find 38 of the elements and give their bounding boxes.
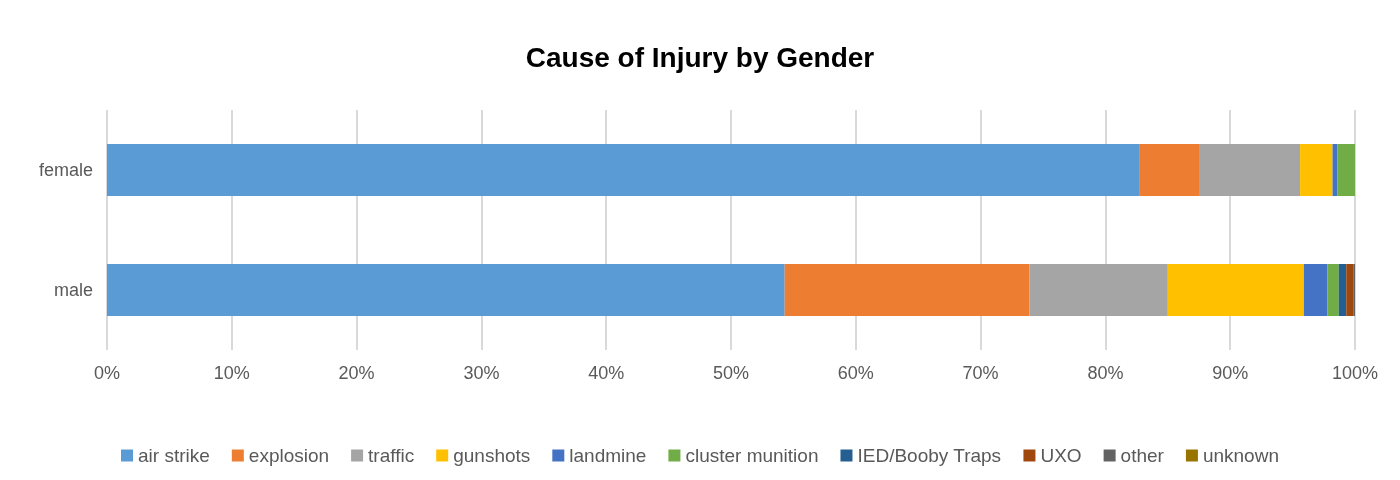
- x-tick-label: 100%: [1331, 363, 1379, 383]
- bar: [1167, 264, 1304, 316]
- bar: [1327, 264, 1339, 316]
- legend-label: traffic: [368, 445, 415, 466]
- bar: [1199, 144, 1301, 196]
- bar: [1338, 264, 1347, 316]
- bar: [1300, 144, 1333, 196]
- bar: [784, 264, 1030, 316]
- bar: [1332, 144, 1338, 196]
- legend-label: IED/Booby Traps: [857, 445, 1002, 466]
- legend-label: air strike: [138, 445, 210, 466]
- legend-label: explosion: [248, 445, 330, 466]
- bar: [1346, 264, 1354, 316]
- y-tick-label: male: [53, 280, 93, 300]
- x-tick-label: 0%: [93, 363, 121, 383]
- bar: [1139, 144, 1199, 196]
- x-tick-label: 50%: [712, 363, 750, 383]
- legend-label: landmine: [569, 445, 647, 466]
- bar: [1337, 144, 1355, 196]
- legend-label: UXO: [1040, 445, 1082, 466]
- legend-label: other: [1120, 445, 1165, 466]
- bar: [1029, 264, 1168, 316]
- bar: [107, 144, 1140, 196]
- x-tick-label: 70%: [962, 363, 999, 383]
- bar: [1303, 264, 1328, 316]
- x-tick-label: 10%: [213, 363, 250, 383]
- x-tick-label: 90%: [1212, 363, 1249, 383]
- x-tick-label: 40%: [588, 363, 625, 383]
- x-tick-label: 20%: [338, 363, 375, 383]
- legend-label: gunshots: [453, 445, 531, 466]
- chart-title: Cause of Injury by Gender: [525, 41, 875, 73]
- x-tick-label: 60%: [837, 363, 874, 383]
- legend-label: cluster munition: [685, 445, 819, 466]
- x-tick-label: 80%: [1087, 363, 1124, 383]
- legend-label: unknown: [1202, 445, 1279, 466]
- x-tick-label: 30%: [463, 363, 500, 383]
- y-tick-label: female: [38, 160, 93, 180]
- bar: [107, 264, 785, 316]
